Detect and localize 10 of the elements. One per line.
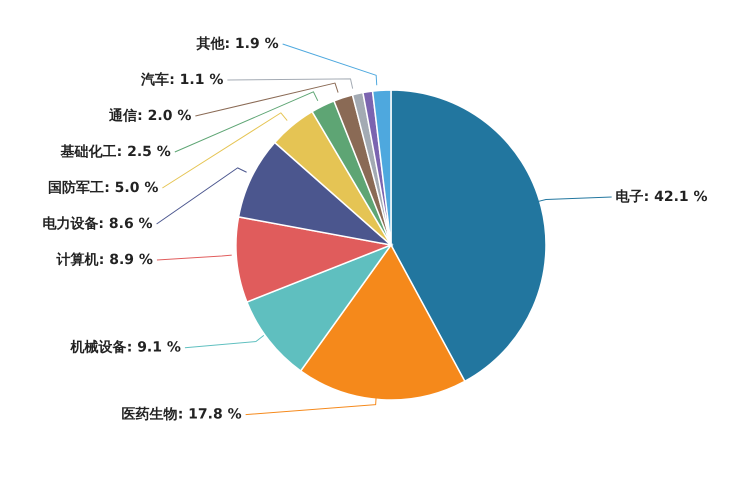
slice-label: 计算机: 8.9 % [56,252,153,268]
slice-label: 机械设备: 9.1 % [70,340,181,356]
slice-label: 电力设备: 8.6 % [42,216,153,232]
slice-label: 医药生物: 17.8 % [122,406,242,423]
slice-label: 汽车: 1.1 % [140,71,224,88]
slice-label: 国防军工: 5.0 % [48,179,158,196]
slice-label: 电子: 42.1 % [616,189,708,206]
slice-label: 其他: 1.9 % [195,36,279,52]
slice-label: 基础化工: 2.5 % [60,144,171,160]
slice-label: 通信: 2.0 % [108,107,192,124]
